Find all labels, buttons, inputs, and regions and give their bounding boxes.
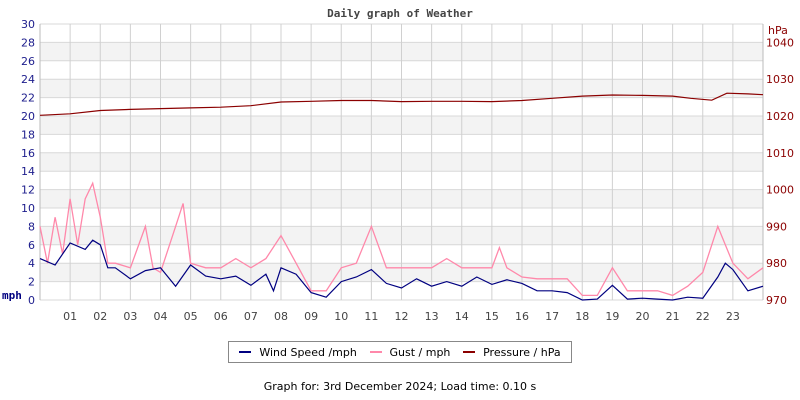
pressure-swatch [463,351,476,353]
right-tick-label: 1000 [766,184,794,197]
x-tick-label: 22 [696,310,710,323]
left-tick-label: 12 [21,184,35,197]
right-tick-label: 970 [766,294,787,307]
legend-label: Pressure / hPa [483,345,561,359]
left-tick-label: 4 [28,257,35,270]
left-tick-label: 0 [28,294,35,307]
right-axis-unit: hPa [768,24,788,37]
x-tick-label: 13 [425,310,439,323]
right-tick-label: 980 [766,257,787,270]
x-tick-label: 03 [123,310,137,323]
wind-swatch [239,351,252,353]
legend-item-wind: Wind Speed /mph [239,346,357,359]
legend-label: Gust / mph [389,345,451,359]
left-tick-label: 28 [21,36,35,49]
left-tick-label: 16 [21,147,35,160]
series-line-gust [39,181,764,297]
left-tick-label: 10 [21,202,35,215]
x-tick-label: 02 [93,310,107,323]
left-tick-label: 22 [21,92,35,105]
left-tick-label: 2 [28,276,35,289]
left-tick-label: 20 [21,110,35,123]
x-tick-label: 19 [605,310,619,323]
footer-status: Graph for: 3rd December 2024; Load time:… [263,380,537,393]
left-tick-label: 24 [21,73,35,86]
legend-item-pressure: Pressure / hPa [463,346,561,359]
left-tick-label: 18 [21,128,35,141]
legend: Wind Speed /mph Gust / mph Pressure / hP… [228,341,572,363]
x-tick-label: 04 [154,310,168,323]
right-tick-label: 1030 [766,73,794,86]
left-tick-label: 8 [28,220,35,233]
x-tick-label: 07 [244,310,258,323]
series-line-wind [39,239,764,301]
x-tick-label: 10 [334,310,348,323]
x-tick-label: 08 [274,310,288,323]
x-tick-label: 23 [726,310,740,323]
x-tick-label: 14 [455,310,469,323]
x-tick-label: 15 [485,310,499,323]
right-tick-label: 990 [766,220,787,233]
right-tick-label: 1010 [766,147,794,160]
chart-title: Daily graph of Weather [327,7,473,20]
x-tick-label: 01 [63,310,77,323]
x-tick-label: 20 [636,310,650,323]
x-tick-label: 12 [395,310,409,323]
left-tick-label: 14 [21,165,35,178]
left-tick-label: 6 [28,239,35,252]
x-tick-label: 06 [214,310,228,323]
x-tick-label: 05 [184,310,198,323]
legend-label: Wind Speed /mph [259,345,357,359]
x-tick-label: 21 [666,310,680,323]
weather-chart: Daily graph of Weather 02468101214161820… [2,7,794,323]
x-tick-label: 18 [575,310,589,323]
left-tick-label: 30 [21,18,35,31]
right-tick-label: 1020 [766,110,794,123]
x-tick-label: 16 [515,310,529,323]
left-axis-unit: mph [2,289,22,302]
legend-item-gust: Gust / mph [369,345,451,359]
left-tick-label: 26 [21,55,35,68]
right-tick-label: 1040 [766,36,794,49]
x-tick-label: 11 [364,310,378,323]
x-tick-label: 17 [545,310,559,323]
gust-swatch [369,351,382,353]
x-tick-label: 09 [304,310,318,323]
series-line-pressure [39,92,764,116]
